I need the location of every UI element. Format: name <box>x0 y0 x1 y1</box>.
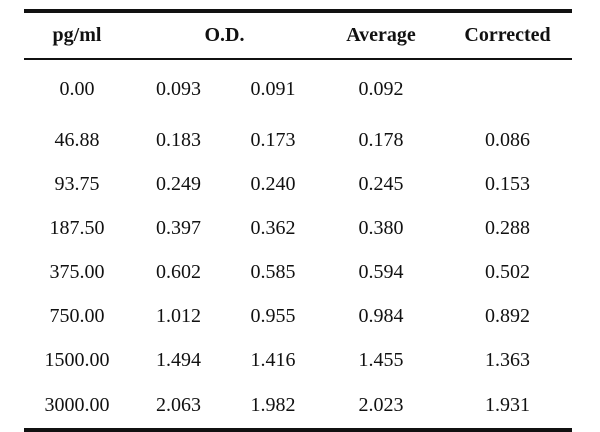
cell-conc: 3000.00 <box>44 393 110 416</box>
header-corrected: Corrected <box>464 24 551 46</box>
cell-average: 0.984 <box>358 304 404 327</box>
standard-curve-table: pg/ml O.D. Average Corrected <box>24 13 572 58</box>
cell-average: 0.380 <box>358 216 404 239</box>
standard-curve-table-body: 0.00 0.093 0.091 0.092 46.88 0.183 0.173… <box>24 60 572 428</box>
cell-average: 0.092 <box>358 77 404 100</box>
cell-conc: 375.00 <box>49 260 105 283</box>
cell-od1: 0.602 <box>156 260 201 283</box>
cell-od2: 0.585 <box>250 260 296 283</box>
cell-corrected: 0.288 <box>485 216 530 239</box>
cell-average: 0.594 <box>358 260 404 283</box>
cell-od2: 1.416 <box>250 348 296 371</box>
cell-od2: 1.982 <box>250 393 296 416</box>
cell-od1: 1.012 <box>156 304 201 327</box>
top-rule <box>24 9 572 13</box>
table-header: pg/ml O.D. Average Corrected <box>24 13 572 58</box>
table-row: 375.00 0.602 0.585 0.594 0.502 <box>24 250 572 294</box>
cell-conc: 187.50 <box>49 216 105 239</box>
table-row: 187.50 0.397 0.362 0.380 0.288 <box>24 206 572 250</box>
cell-od1: 0.249 <box>156 172 201 195</box>
table-row: 0.00 0.093 0.091 0.092 <box>24 60 572 118</box>
cell-average: 0.178 <box>358 128 404 151</box>
cell-corrected: 0.892 <box>485 304 530 327</box>
header-rule <box>24 58 572 60</box>
table-row: 1500.00 1.494 1.416 1.455 1.363 <box>24 338 572 382</box>
cell-average: 0.245 <box>358 172 404 195</box>
cell-od1: 0.397 <box>156 216 201 239</box>
header-average: Average <box>346 24 416 46</box>
cell-corrected: 1.363 <box>485 348 530 371</box>
cell-corrected <box>443 60 572 118</box>
cell-od1: 0.183 <box>156 128 201 151</box>
cell-conc: 46.88 <box>54 128 100 151</box>
bottom-rule <box>24 428 572 432</box>
cell-corrected: 0.153 <box>485 172 530 195</box>
cell-od1: 2.063 <box>156 393 201 416</box>
cell-corrected: 1.931 <box>485 393 530 416</box>
cell-od1: 1.494 <box>156 348 201 371</box>
cell-od2: 0.173 <box>250 128 296 151</box>
cell-corrected: 0.086 <box>485 128 530 151</box>
cell-average: 2.023 <box>358 393 404 416</box>
cell-conc: 750.00 <box>49 304 105 327</box>
standard-curve-table-container: pg/ml O.D. Average Corrected 0.00 0.093 … <box>24 9 572 432</box>
cell-conc: 93.75 <box>54 172 100 195</box>
table-row: 750.00 1.012 0.955 0.984 0.892 <box>24 294 572 338</box>
cell-od2: 0.240 <box>250 172 296 195</box>
cell-conc: 1500.00 <box>44 348 110 371</box>
header-conc: pg/ml <box>52 24 102 46</box>
table-row: 93.75 0.249 0.240 0.245 0.153 <box>24 162 572 206</box>
cell-corrected: 0.502 <box>485 260 530 283</box>
cell-conc: 0.00 <box>59 77 95 100</box>
cell-od2: 0.362 <box>250 216 296 239</box>
cell-od2: 0.955 <box>250 304 296 327</box>
table-body: 0.00 0.093 0.091 0.092 46.88 0.183 0.173… <box>24 60 572 428</box>
cell-od1: 0.093 <box>156 77 201 100</box>
table-row: 46.88 0.183 0.173 0.178 0.086 <box>24 118 572 162</box>
table-row: 3000.00 2.063 1.982 2.023 1.931 <box>24 382 572 428</box>
header-row: pg/ml O.D. Average Corrected <box>24 13 572 58</box>
header-od: O.D. <box>204 24 245 46</box>
cell-od2: 0.091 <box>250 77 296 100</box>
cell-average: 1.455 <box>358 348 404 371</box>
